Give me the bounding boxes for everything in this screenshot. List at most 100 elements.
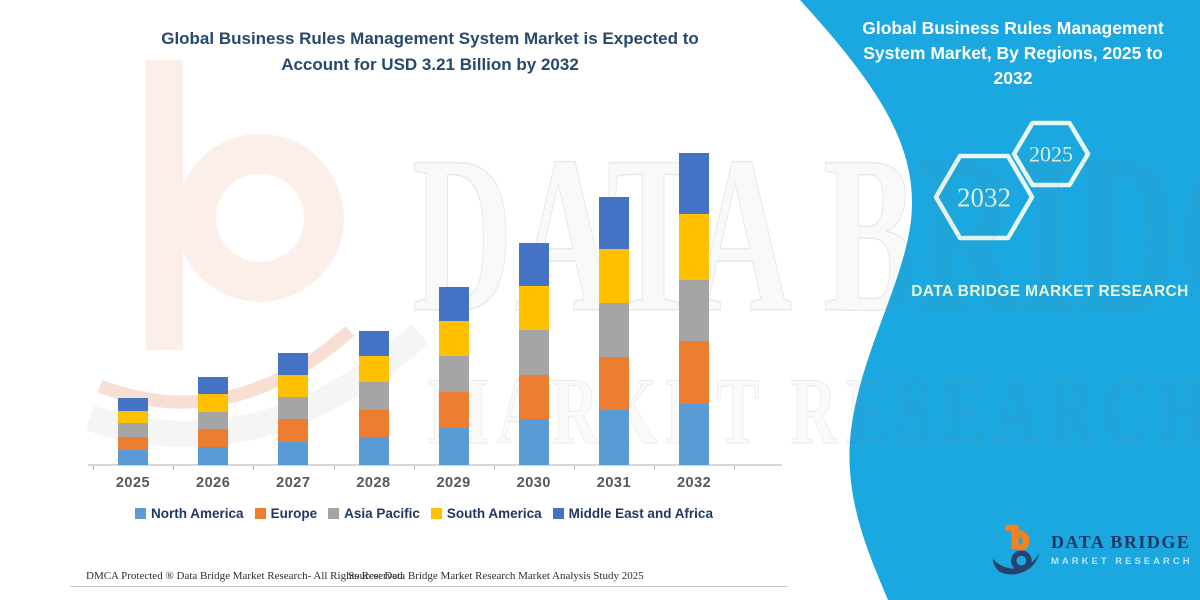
bar-segment xyxy=(679,280,710,341)
hexagon-label-2025: 2025 xyxy=(1029,142,1073,167)
footer-source-text: Source: Data Bridge Market Research Mark… xyxy=(348,570,644,582)
data-bridge-logo-icon xyxy=(992,524,1040,575)
x-axis-label: 2026 xyxy=(196,475,231,491)
bar-segment xyxy=(118,423,148,437)
logo-b-bowl xyxy=(1018,530,1030,552)
bar-segment xyxy=(198,394,229,412)
bar-segment xyxy=(679,214,710,281)
bar-segment xyxy=(278,419,309,442)
bar-segment xyxy=(278,353,309,375)
bar-segment xyxy=(358,330,389,357)
x-axis-label: 2029 xyxy=(436,475,471,491)
logo-text: DATA BRIDGE MARKET RESEARCH xyxy=(1051,532,1193,567)
x-axis-label: 2028 xyxy=(356,475,391,491)
bar-segment xyxy=(198,411,229,429)
stacked-bar-2026 xyxy=(198,376,229,465)
bar-segment xyxy=(118,398,148,411)
bar-segment xyxy=(198,446,229,465)
bar-segment xyxy=(438,321,469,357)
footer-dmca-text: DMCA Protected ® Data Bridge Market Rese… xyxy=(86,570,406,582)
legend-swatch xyxy=(328,508,340,519)
bar-segment xyxy=(598,409,629,465)
x-axis-tick xyxy=(734,466,736,470)
bar-segment xyxy=(198,429,229,447)
footer-divider-line xyxy=(70,586,788,587)
logo-swoosh xyxy=(992,552,1040,575)
logo-b-notch xyxy=(1005,524,1012,532)
legend-item: North America xyxy=(135,506,244,521)
legend-item: South America xyxy=(430,506,542,521)
chart-main-title: Global Business Rules Management System … xyxy=(85,26,775,77)
hexagon-2025 xyxy=(1011,120,1091,188)
side-panel-brand-text: DATA BRIDGE MARKET RESEARCH xyxy=(911,283,1189,300)
cyan-panel-shape xyxy=(800,0,1200,600)
legend-item: Asia Pacific xyxy=(328,506,420,521)
bar-segment xyxy=(438,392,469,429)
bar-segment xyxy=(438,287,469,322)
hexagon-2032 xyxy=(933,153,1035,241)
legend-item: Europe xyxy=(254,506,318,521)
stacked-bar-2025 xyxy=(118,398,148,465)
chart-main-title-line1: Global Business Rules Management System … xyxy=(161,29,699,48)
legend-item: Middle East and Africa xyxy=(552,506,713,521)
legend-label: North America xyxy=(151,506,244,521)
legend-label: Europe xyxy=(270,506,318,521)
bar-segment xyxy=(358,356,389,383)
bar-segment xyxy=(598,196,629,250)
x-axis-line xyxy=(88,464,782,466)
bar-segment xyxy=(118,410,148,424)
bar-segment xyxy=(518,419,549,465)
bar-segment xyxy=(278,374,309,397)
x-axis-tick xyxy=(573,466,575,470)
legend-swatch xyxy=(552,508,564,519)
logo-text-line1: DATA BRIDGE xyxy=(1051,531,1191,552)
bar-segment xyxy=(118,436,148,451)
stacked-bar-2032 xyxy=(679,153,710,465)
logo-text-line2: MARKET RESEARCH xyxy=(1051,555,1193,567)
bar-segment xyxy=(358,409,389,437)
bar-segment xyxy=(518,329,549,375)
chart-main-title-line2: Account for USD 3.21 Billion by 2032 xyxy=(281,54,579,74)
x-axis-tick xyxy=(654,466,656,470)
legend-label: Asia Pacific xyxy=(344,506,420,521)
bar-segment xyxy=(118,450,148,465)
hexagon-label-2032: 2032 xyxy=(957,182,1011,212)
stacked-bar-2029 xyxy=(438,287,469,465)
bar-segment xyxy=(679,153,710,215)
bar-segment xyxy=(438,356,469,393)
bar-segment xyxy=(679,403,710,465)
legend-swatch xyxy=(430,508,442,519)
bar-segment xyxy=(358,436,389,465)
stacked-bar-2031 xyxy=(598,196,629,465)
bar-segment xyxy=(198,376,229,394)
stacked-bar-2027 xyxy=(278,353,309,465)
legend-swatch xyxy=(135,508,147,519)
logo-b-stem xyxy=(1011,524,1019,549)
x-axis-label: 2032 xyxy=(676,475,712,491)
stacked-bar-2030 xyxy=(518,242,549,465)
bar-segment xyxy=(438,428,469,465)
x-axis-label: 2030 xyxy=(516,475,551,491)
legend-label: South America xyxy=(446,506,542,521)
x-axis-tick xyxy=(333,466,335,470)
x-axis-label: 2031 xyxy=(596,475,632,491)
bar-segment xyxy=(598,249,629,303)
bar-segment xyxy=(679,340,710,404)
x-axis-label: 2025 xyxy=(115,475,151,491)
stacked-bar-2028 xyxy=(358,330,389,465)
x-axis-tick xyxy=(173,466,175,470)
bar-segment xyxy=(278,441,309,465)
legend-label: Middle East and Africa xyxy=(568,506,713,521)
bar-segment xyxy=(518,286,549,330)
bar-segment xyxy=(278,396,309,420)
bar-segment xyxy=(358,382,389,410)
x-axis-tick xyxy=(93,466,94,470)
x-axis-label: 2027 xyxy=(276,475,311,491)
watermark-b-stem xyxy=(146,60,183,350)
x-axis-tick xyxy=(253,466,255,470)
data-bridge-logo: DATA BRIDGE MARKET RESEARCH xyxy=(990,519,1193,579)
